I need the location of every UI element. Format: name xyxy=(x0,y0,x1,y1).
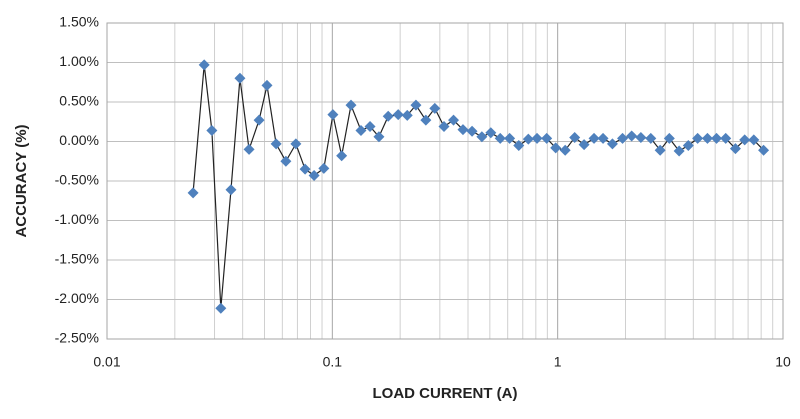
data-point xyxy=(513,139,525,151)
data-point xyxy=(336,150,348,162)
data-point xyxy=(355,124,367,136)
data-point xyxy=(438,120,450,132)
data-point xyxy=(701,132,713,144)
data-point xyxy=(476,131,488,143)
data-point xyxy=(234,72,246,84)
data-point xyxy=(673,145,685,157)
data-point xyxy=(206,124,218,136)
data-point xyxy=(429,102,441,114)
data-point xyxy=(345,99,357,111)
data-point xyxy=(720,132,732,144)
y-tick-label: -1.50% xyxy=(55,251,99,267)
data-point xyxy=(187,187,199,199)
y-tick-label: -0.50% xyxy=(55,172,99,188)
data-point xyxy=(522,133,534,145)
data-point xyxy=(401,109,413,121)
data-point xyxy=(225,184,237,196)
data-point xyxy=(578,139,590,151)
data-point xyxy=(280,155,292,167)
x-tick-label: 1 xyxy=(554,354,562,370)
x-tick-label: 0.01 xyxy=(93,354,120,370)
data-point xyxy=(531,132,543,144)
data-point xyxy=(645,132,657,144)
data-point xyxy=(504,132,516,144)
data-point xyxy=(550,142,562,154)
data-point xyxy=(373,131,385,143)
y-tick-label: 0.50% xyxy=(59,93,99,109)
plot-border xyxy=(106,22,784,340)
data-point xyxy=(654,144,666,156)
data-point xyxy=(485,127,497,139)
data-point xyxy=(711,132,723,144)
data-point xyxy=(253,114,265,126)
data-point xyxy=(392,109,404,121)
y-tick-label: 1.50% xyxy=(59,14,99,30)
data-point xyxy=(626,130,638,142)
data-point xyxy=(606,138,618,150)
x-tick-label: 10 xyxy=(775,354,791,370)
data-point xyxy=(729,143,741,155)
data-point xyxy=(420,114,432,126)
data-point xyxy=(318,162,330,174)
data-point xyxy=(290,138,302,150)
data-point xyxy=(617,132,629,144)
data-point xyxy=(448,114,460,126)
data-point xyxy=(457,124,469,136)
data-point xyxy=(215,302,227,314)
data-point xyxy=(270,138,282,150)
data-point xyxy=(682,139,694,151)
y-tick-label: 1.00% xyxy=(59,53,99,69)
data-point xyxy=(243,143,255,155)
data-point xyxy=(588,132,600,144)
data-point xyxy=(364,120,376,132)
data-point xyxy=(739,134,751,146)
data-point xyxy=(261,79,273,91)
data-point xyxy=(327,109,339,121)
data-point xyxy=(692,132,704,144)
data-point xyxy=(597,132,609,144)
data-point xyxy=(198,59,210,71)
data-point xyxy=(466,125,478,137)
data-point xyxy=(382,110,394,122)
series-line xyxy=(192,64,765,309)
y-tick-label: -2.50% xyxy=(55,330,99,346)
y-tick-label: -1.00% xyxy=(55,211,99,227)
y-tick-label: -2.00% xyxy=(55,290,99,306)
data-point xyxy=(758,144,770,156)
data-point xyxy=(635,132,647,144)
data-point xyxy=(299,163,311,175)
x-tick-label: 0.1 xyxy=(323,354,343,370)
data-point xyxy=(559,144,571,156)
x-axis-title: LOAD CURRENT (A) xyxy=(373,385,518,402)
y-axis-title: ACCURACY (%) xyxy=(13,124,30,237)
data-point xyxy=(569,132,581,144)
data-point xyxy=(410,99,422,111)
data-point xyxy=(308,169,320,181)
data-point xyxy=(494,132,506,144)
data-point xyxy=(663,132,675,144)
y-tick-label: 0.00% xyxy=(59,132,99,148)
data-point xyxy=(541,132,553,144)
data-point xyxy=(748,134,760,146)
